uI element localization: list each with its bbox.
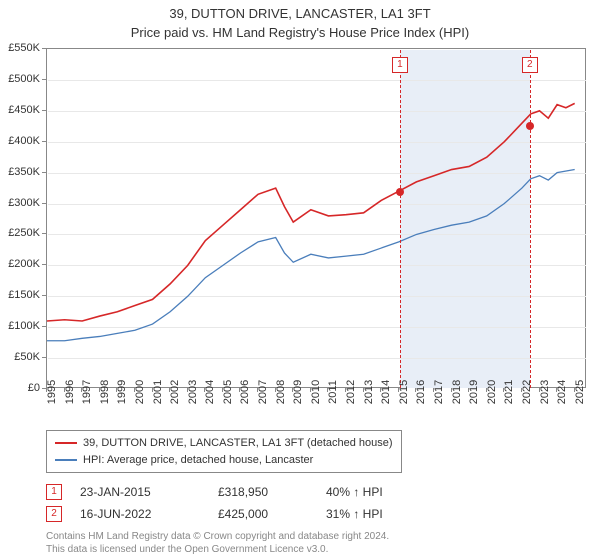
x-tick-label: 2009 [292, 380, 304, 404]
transaction-price: £425,000 [218, 507, 308, 521]
marker-badge-1: 1 [392, 57, 408, 73]
legend-row: 39, DUTTON DRIVE, LANCASTER, LA1 3FT (de… [55, 435, 393, 452]
x-tick-label: 2021 [503, 380, 515, 404]
x-tick-label: 2022 [521, 380, 533, 404]
x-tick-label: 2020 [486, 380, 498, 404]
chart-area: 12 £0£50K£100K£150K£200K£250K£300K£350K£… [46, 48, 586, 388]
x-tick-label: 2011 [327, 380, 339, 404]
y-tick-label: £300K [8, 197, 40, 209]
x-tick-label: 2010 [310, 380, 322, 404]
x-tick-label: 2004 [204, 380, 216, 404]
transaction-row: 2 16-JUN-2022 £425,000 31% ↑ HPI [46, 503, 586, 525]
x-tick-label: 2023 [539, 380, 551, 404]
x-tick-label: 2015 [398, 380, 410, 404]
x-tick-label: 2012 [345, 380, 357, 404]
x-tick-label: 2016 [415, 380, 427, 404]
marker-dot-2 [526, 122, 534, 130]
plot-area: 12 [46, 48, 586, 388]
x-tick-label: 2019 [468, 380, 480, 404]
x-tick-label: 2017 [433, 380, 445, 404]
y-tick-label: £550K [8, 42, 40, 54]
y-tick-label: £100K [8, 320, 40, 332]
marker-dot-1 [396, 188, 404, 196]
x-tick-label: 2006 [239, 380, 251, 404]
transaction-marker: 2 [46, 506, 62, 522]
x-tick-label: 2000 [134, 380, 146, 404]
x-tick-label: 2005 [222, 380, 234, 404]
x-tick-label: 2003 [187, 380, 199, 404]
y-tick-label: £400K [8, 135, 40, 147]
y-tick-label: £250K [8, 227, 40, 239]
x-tick-label: 2018 [451, 380, 463, 404]
transaction-price: £318,950 [218, 485, 308, 499]
y-tick-label: £500K [8, 73, 40, 85]
x-tick-label: 2013 [363, 380, 375, 404]
x-tick-label: 2024 [556, 380, 568, 404]
attribution-line-2: This data is licensed under the Open Gov… [46, 543, 389, 556]
transaction-row: 1 23-JAN-2015 £318,950 40% ↑ HPI [46, 481, 586, 503]
marker-line-1 [400, 50, 401, 388]
y-tick-label: £350K [8, 166, 40, 178]
chart-container: 39, DUTTON DRIVE, LANCASTER, LA1 3FT Pri… [0, 0, 600, 560]
legend-row: HPI: Average price, detached house, Lanc… [55, 452, 393, 469]
series-property [47, 103, 575, 321]
chart-title: 39, DUTTON DRIVE, LANCASTER, LA1 3FT [0, 0, 600, 23]
x-tick-label: 1996 [64, 380, 76, 404]
x-tick-label: 2008 [275, 380, 287, 404]
x-tick-label: 2025 [574, 380, 586, 404]
x-tick-label: 2014 [380, 380, 392, 404]
transaction-hpi: 40% ↑ HPI [326, 485, 446, 499]
legend-swatch [55, 459, 77, 461]
marker-badge-2: 2 [522, 57, 538, 73]
x-tick-label: 1997 [81, 380, 93, 404]
y-tick-label: £50K [14, 351, 40, 363]
y-tick-label: £200K [8, 258, 40, 270]
y-tick-label: £150K [8, 289, 40, 301]
y-tick-label: £450K [8, 104, 40, 116]
x-tick-label: 2001 [152, 380, 164, 404]
legend-label: 39, DUTTON DRIVE, LANCASTER, LA1 3FT (de… [83, 435, 393, 452]
legend-and-table: 39, DUTTON DRIVE, LANCASTER, LA1 3FT (de… [46, 430, 586, 525]
series-hpi [47, 170, 575, 341]
transaction-marker: 1 [46, 484, 62, 500]
line-series-svg [47, 49, 587, 389]
x-tick-label: 1995 [46, 380, 58, 404]
transaction-table: 1 23-JAN-2015 £318,950 40% ↑ HPI 2 16-JUN-202… [46, 481, 586, 525]
x-tick-label: 1998 [99, 380, 111, 404]
attribution: Contains HM Land Registry data © Crown c… [46, 530, 389, 556]
legend-swatch [55, 442, 77, 444]
attribution-line-1: Contains HM Land Registry data © Crown c… [46, 530, 389, 543]
legend-label: HPI: Average price, detached house, Lanc… [83, 452, 313, 469]
x-tick-label: 2007 [257, 380, 269, 404]
x-tick-label: 1999 [116, 380, 128, 404]
transaction-hpi: 31% ↑ HPI [326, 507, 446, 521]
x-tick-label: 2002 [169, 380, 181, 404]
legend-box: 39, DUTTON DRIVE, LANCASTER, LA1 3FT (de… [46, 430, 402, 473]
y-tick-label: £0 [28, 382, 40, 394]
chart-subtitle: Price paid vs. HM Land Registry's House … [0, 23, 600, 40]
transaction-date: 23-JAN-2015 [80, 485, 200, 499]
marker-line-2 [530, 50, 531, 388]
transaction-date: 16-JUN-2022 [80, 507, 200, 521]
